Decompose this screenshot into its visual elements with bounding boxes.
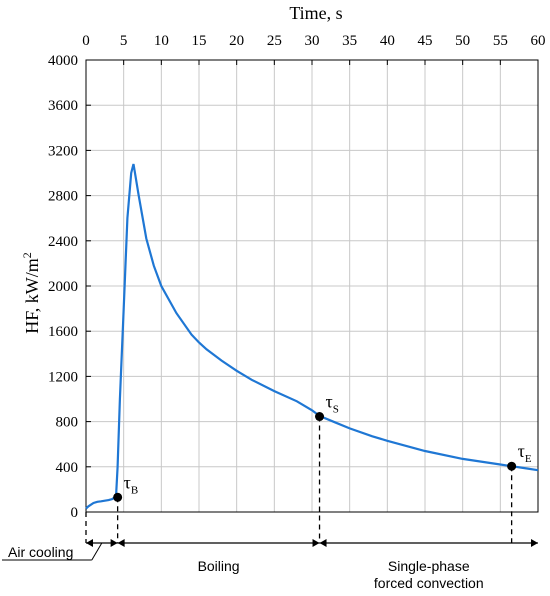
marker-point — [113, 492, 123, 502]
axis-ticks — [85, 59, 539, 513]
y-tick-label: 3200 — [48, 143, 78, 159]
x-tick-label: 50 — [455, 33, 470, 49]
y-tick-label: 4000 — [48, 53, 78, 69]
x-tick-label: 35 — [342, 33, 357, 49]
x-tick-label: 45 — [418, 33, 433, 49]
y-tick-labels: 0 400 800 1200 1600 2000 2400 2800 3200 3600 4000 — [48, 53, 78, 521]
x-tick-label: 30 — [305, 33, 320, 49]
y-tick-label: 3600 — [48, 98, 78, 114]
x-tick-label: 0 — [82, 33, 90, 49]
region-label-forced-convection: forced convection — [374, 575, 484, 591]
region-arrowhead-left — [319, 539, 327, 547]
x-tick-label: 15 — [192, 33, 207, 49]
marker-label-subscript: E — [525, 453, 532, 465]
x-tick-label: 60 — [531, 33, 546, 49]
y-tick-label: 2400 — [48, 234, 78, 250]
marker-point — [507, 461, 517, 471]
y-tick-label: 1600 — [48, 324, 78, 340]
marker-label: τS — [326, 392, 339, 416]
x-tick-label: 20 — [229, 33, 244, 49]
x-axis-title: Time, s — [289, 3, 342, 23]
y-tick-label: 1200 — [48, 369, 78, 385]
region-arrowhead-right — [312, 539, 320, 547]
x-tick-label: 25 — [267, 33, 282, 49]
region-arrowhead-left — [86, 539, 93, 547]
region-label-single-phase: Single-phase — [388, 558, 470, 574]
region-label-boiling: Boiling — [198, 558, 240, 574]
marker-point — [315, 412, 325, 422]
heat-flux-series-line — [85, 163, 539, 510]
x-tick-label: 55 — [493, 33, 508, 49]
y-axis-title-main: HF, kW/m — [22, 258, 42, 334]
marker-label: τE — [518, 441, 532, 465]
y-tick-label: 400 — [56, 460, 79, 476]
marker-label: τB — [124, 472, 139, 496]
region-arrowhead-right — [110, 539, 118, 547]
y-tick-label: 2800 — [48, 189, 78, 205]
x-tick-labels: 0 5 10 15 20 25 30 35 40 45 50 55 60 — [82, 33, 545, 49]
marker-label-subscript: B — [131, 484, 138, 496]
y-tick-label: 2000 — [48, 279, 78, 295]
x-tick-label: 40 — [380, 33, 395, 49]
x-tick-label: 5 — [120, 33, 128, 49]
y-axis-title: HF, kW/m2 — [20, 252, 42, 334]
y-tick-label: 0 — [71, 505, 79, 521]
region-label-air-cooling: Air cooling — [8, 544, 73, 560]
x-tick-label: 10 — [154, 33, 169, 49]
marker-label-subscript: S — [333, 404, 339, 416]
y-tick-label: 800 — [56, 415, 79, 431]
region-arrowhead-left — [117, 539, 125, 547]
grid-lines — [85, 59, 539, 513]
air-cooling-leader — [91, 542, 103, 561]
region-arrowhead-right — [531, 539, 538, 547]
y-axis-title-sup: 2 — [20, 252, 34, 258]
